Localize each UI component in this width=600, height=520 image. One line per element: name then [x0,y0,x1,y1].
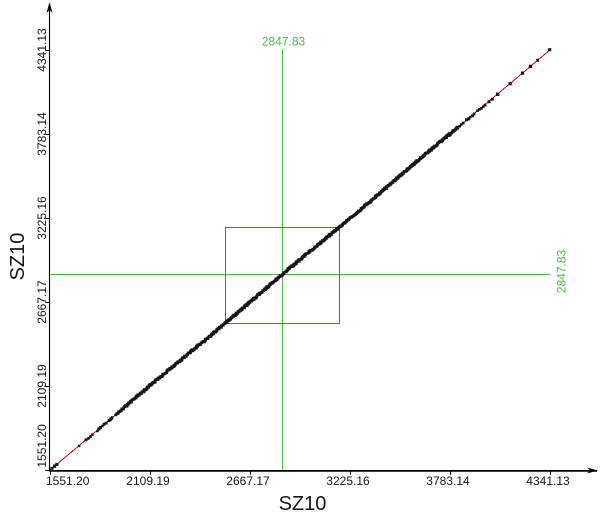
svg-text:1551.20: 1551.20 [35,424,49,468]
svg-text:2667.17: 2667.17 [226,474,270,488]
svg-text:2109.19: 2109.19 [35,364,49,408]
svg-text:2109.19: 2109.19 [126,474,170,488]
svg-text:3225.16: 3225.16 [35,196,49,240]
svg-text:3783.14: 3783.14 [426,474,470,488]
svg-text:2667.17: 2667.17 [35,280,49,324]
svg-text:3783.14: 3783.14 [35,112,49,156]
svg-text:4341.13: 4341.13 [35,28,49,72]
svg-text:SZ10: SZ10 [7,233,29,281]
svg-text:1551.20: 1551.20 [46,474,90,488]
svg-text:3225.16: 3225.16 [326,474,370,488]
svg-text:4341.13: 4341.13 [526,474,570,488]
svg-text:2847.83: 2847.83 [262,35,306,49]
svg-text:2847.83: 2847.83 [555,249,569,293]
svg-text:SZ10: SZ10 [279,493,327,515]
